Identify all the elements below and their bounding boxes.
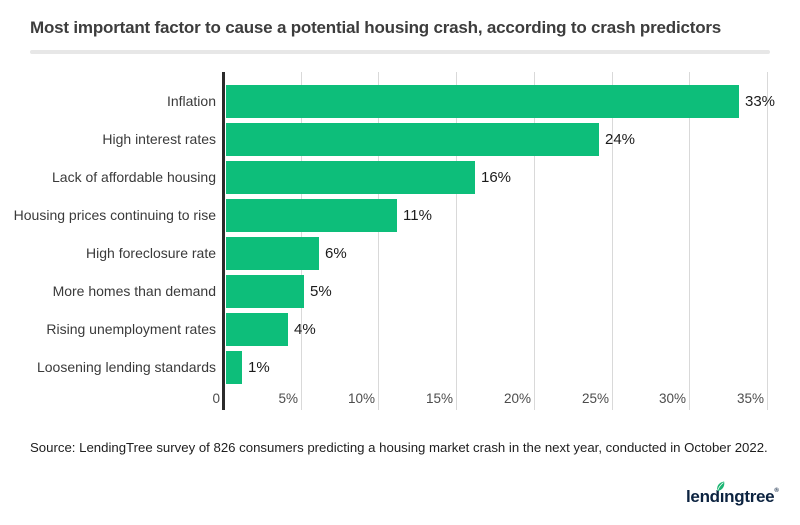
value-label: 6%: [325, 245, 347, 262]
bar-row: Inflation 33%: [0, 85, 800, 118]
x-tick-label: 20%: [503, 391, 531, 406]
bar-chart: 0 5% 10% 15% 20% 25% 30% 35% Inflation 33% High…: [0, 72, 800, 410]
logo-text: lendıngtree: [686, 487, 775, 506]
bar: [226, 313, 288, 346]
y-axis-line: [222, 72, 225, 410]
x-tick-label: 10%: [347, 391, 375, 406]
category-label: Rising unemployment rates: [46, 321, 216, 337]
bar: [226, 199, 397, 232]
bar: [226, 351, 242, 384]
gridline: [534, 72, 535, 410]
category-label: Housing prices continuing to rise: [13, 207, 216, 223]
bar-row: More homes than demand 5%: [0, 275, 800, 308]
source-note: Source: LendingTree survey of 826 consum…: [30, 440, 768, 455]
bar: [226, 161, 475, 194]
bar-row: Lack of affordable housing 16%: [0, 161, 800, 194]
value-label: 33%: [745, 93, 776, 110]
x-tick-label: 5%: [278, 391, 298, 406]
bar: [226, 85, 739, 118]
chart-title: Most important factor to cause a potenti…: [30, 18, 722, 37]
gridline: [612, 72, 613, 410]
x-tick-label: 0: [212, 391, 220, 406]
value-label: 11%: [403, 207, 432, 224]
gridline: [456, 72, 457, 410]
value-label: 1%: [248, 359, 270, 376]
value-label: 5%: [310, 283, 332, 300]
gridline: [378, 72, 379, 410]
category-label: Lack of affordable housing: [52, 169, 216, 185]
bar-row: Rising unemployment rates 4%: [0, 313, 800, 346]
leaf-icon: [717, 481, 725, 491]
bar-row: Loosening lending standards 1%: [0, 351, 800, 384]
bar-row: Housing prices continuing to rise 11%: [0, 199, 800, 232]
x-tick-label: 25%: [581, 391, 609, 406]
logo-wordmark: lendıngtree: [686, 481, 775, 507]
category-label: Loosening lending standards: [36, 359, 216, 375]
category-label: More homes than demand: [52, 283, 216, 299]
bar-row: High interest rates 24%: [0, 123, 800, 156]
title-divider: [30, 50, 770, 54]
category-label: High interest rates: [102, 131, 216, 147]
category-label: Inflation: [166, 93, 216, 109]
bar: [226, 275, 304, 308]
value-label: 16%: [481, 169, 512, 186]
bar: [226, 237, 319, 270]
x-tick-label: 30%: [658, 391, 686, 406]
bar: [226, 123, 599, 156]
value-label: 4%: [294, 321, 316, 338]
gridline: [689, 72, 690, 410]
gridline: [767, 72, 768, 410]
x-tick-label: 35%: [736, 391, 764, 406]
x-tick-label: 15%: [425, 391, 453, 406]
bar-row: High foreclosure rate 6%: [0, 237, 800, 270]
category-label: High foreclosure rate: [86, 245, 216, 261]
logo-registered-mark: ®: [774, 488, 779, 494]
value-label: 24%: [605, 131, 636, 148]
lendingtree-logo: lendıngtree ®: [686, 481, 779, 511]
